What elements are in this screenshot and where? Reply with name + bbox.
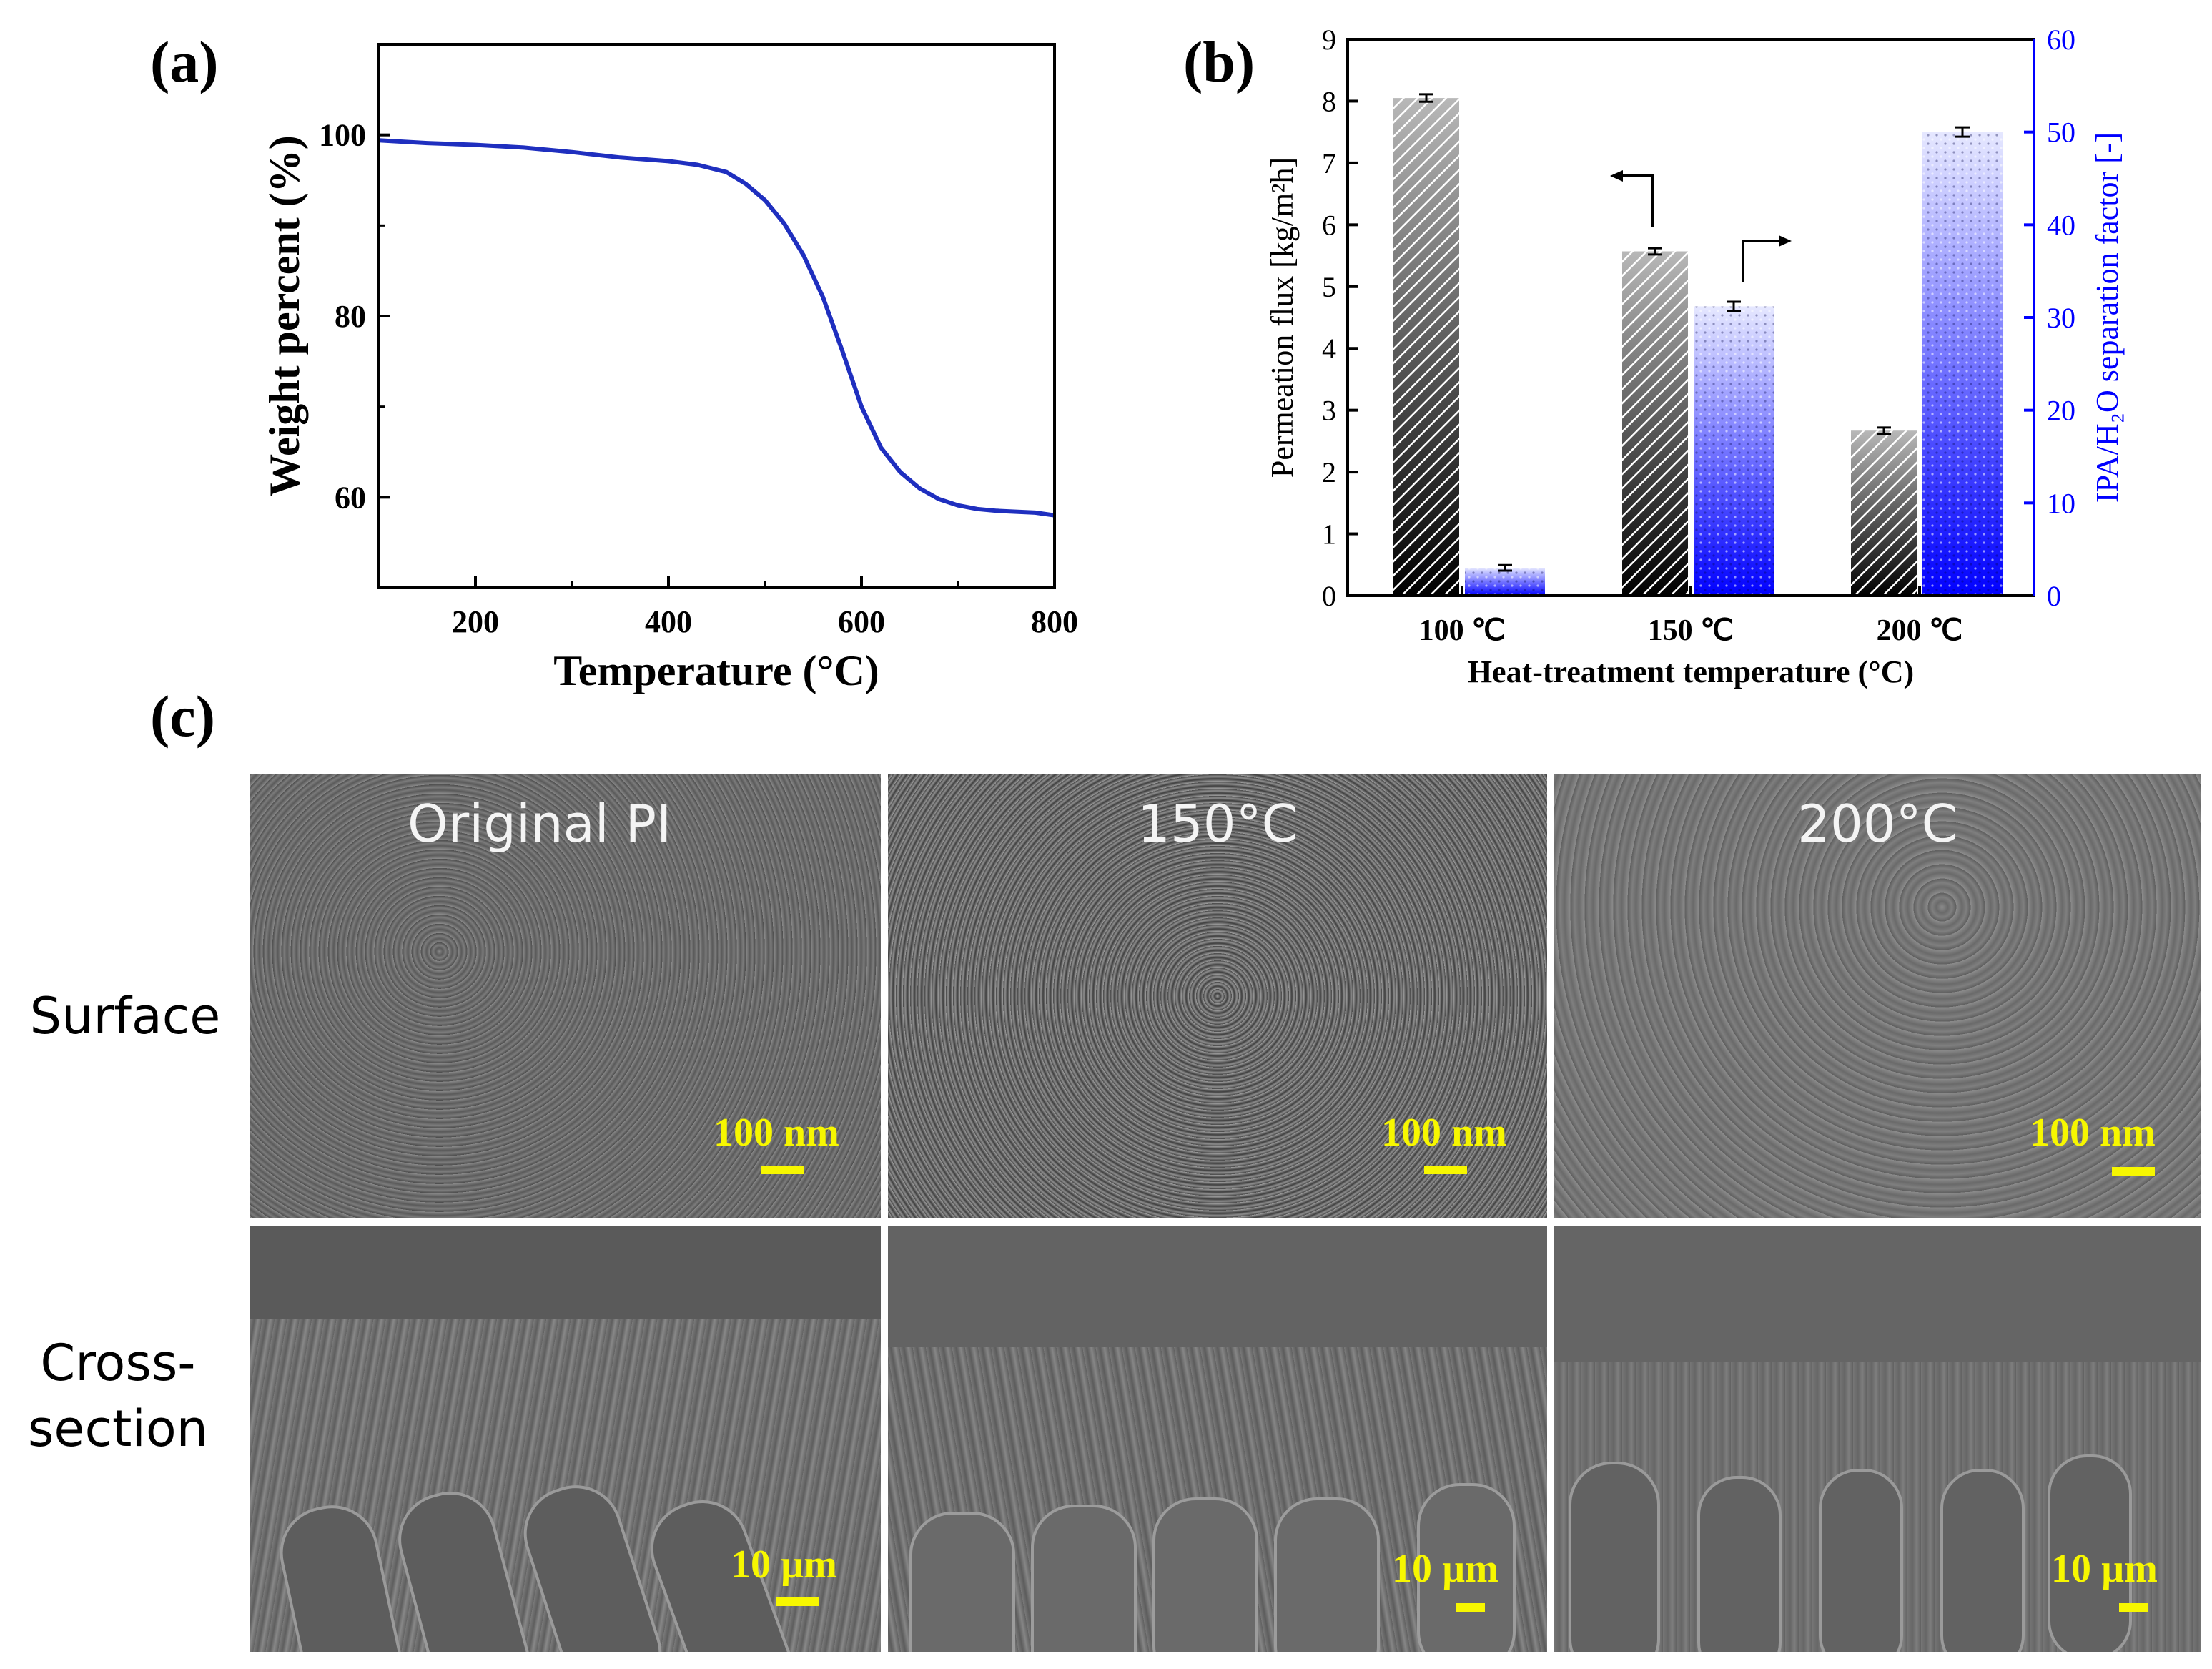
left-y-tick-label: 9 [1322,24,1336,56]
scale-bar-label: 100 nm [2030,1111,2156,1155]
x-tick-label: 200 [452,604,499,639]
y-tick-label: 100 [319,118,366,153]
tga-plot-frame [377,43,1056,589]
sem-surface-150: 150°C 100 nm [888,774,1547,1218]
left-y-tick-label: 0 [1322,580,1336,612]
x-tick-label: 800 [1031,604,1078,639]
separation-bar-texture [1922,132,2003,596]
scale-bar-label: 10 µm [2051,1547,2158,1591]
sem-caption-200: 200°C [1797,794,1957,854]
right-y-tick-label: 0 [2047,580,2061,612]
tga-axes: 200 400 600 800 60 80 100 [319,118,1078,639]
right-y-tick-label: 50 [2047,117,2075,149]
sem-cross-150: 10 µm [888,1226,1547,1652]
pervaporation-axes: 0 1 2 3 4 5 6 7 8 9 0 10 20 30 40 50 60 100 ℃ 150 ℃ 200 ℃ [1322,24,2075,647]
right-y-tick-label: 10 [2047,487,2075,519]
left-arrow-icon [1610,170,1623,182]
left-y-tick-label: 8 [1322,85,1336,117]
pervaporation-left-axis-label: Permeation flux [kg/m²h] [1265,157,1300,478]
right-y-tick-label: 30 [2047,302,2075,334]
separation-bar-texture [1465,568,1545,596]
scale-bar [776,1597,819,1606]
right-y-tick-label: 20 [2047,395,2075,427]
y-tick-label: 60 [335,480,366,515]
pervaporation-right-axis-label: IPA/H₂O separation factor [-] [2090,132,2125,503]
flux-bar-hatch [1851,430,1917,596]
scale-bar-label: 100 nm [714,1111,839,1155]
scale-bar [2119,1603,2148,1612]
x-tick-label: 100 ℃ [1419,614,1506,647]
scale-bar-label: 100 nm [1381,1111,1507,1155]
tga-x-axis-label: Temperature (°C) [553,647,879,694]
row-label-cross-section: Cross- section [27,1334,209,1458]
scale-bar [1424,1166,1467,1174]
x-tick-label: 400 [645,604,692,639]
pervaporation-chart: 0 1 2 3 4 5 6 7 8 9 0 10 20 30 40 50 60 100 ℃ 150 ℃ 200 ℃ H… [1265,24,2125,689]
left-y-tick-label: 5 [1322,271,1336,303]
left-y-tick-label: 4 [1322,333,1336,365]
panel-b-label: (b) [1183,29,1255,94]
pervaporation-bars [1393,93,2003,596]
sem-caption-original: Original PI [408,794,672,854]
separation-bar-texture [1694,306,1774,596]
axis-indicator-arrows [1619,174,1782,282]
left-y-tick-label: 2 [1322,456,1336,488]
panel-a-label: (a) [150,29,219,94]
y-tick-label: 80 [335,299,366,334]
scale-bar [1456,1603,1485,1612]
x-tick-label: 200 ℃ [1877,614,1963,647]
flux-bar-hatch [1622,251,1688,596]
panel-c-label: (c) [150,684,216,749]
tga-series-line [379,138,1055,518]
left-y-tick-label: 7 [1322,147,1336,179]
sem-surface-original: Original PI 100 nm [250,774,881,1218]
x-tick-label: 150 ℃ [1648,614,1734,647]
sem-cross-original: 10 µm [250,1226,881,1652]
x-tick-label: 600 [838,604,885,639]
tga-y-axis-label: Weight percent (%) [261,135,308,496]
row-label-surface: Surface [29,987,221,1045]
flux-bar-hatch [1393,98,1459,596]
right-y-tick-label: 40 [2047,209,2075,241]
sem-caption-150: 150°C [1137,794,1298,854]
tga-chart: 200 400 600 800 60 80 100 Temperature (°C) Wei… [261,43,1078,694]
left-y-tick-label: 3 [1322,395,1336,427]
sem-cross-200: 10 µm [1554,1226,2201,1652]
scale-bar-label: 10 µm [731,1542,837,1587]
scale-bar [761,1166,804,1174]
scale-bar [2112,1167,2155,1176]
pervaporation-x-axis-label: Heat-treatment temperature (°C) [1468,654,1914,689]
left-y-tick-label: 1 [1322,518,1336,551]
left-y-tick-label: 6 [1322,209,1336,241]
sem-surface-200: 200°C 100 nm [1554,774,2201,1218]
right-arrow-icon [1779,235,1792,247]
scale-bar-label: 10 µm [1392,1547,1498,1591]
right-y-tick-label: 60 [2047,24,2075,56]
